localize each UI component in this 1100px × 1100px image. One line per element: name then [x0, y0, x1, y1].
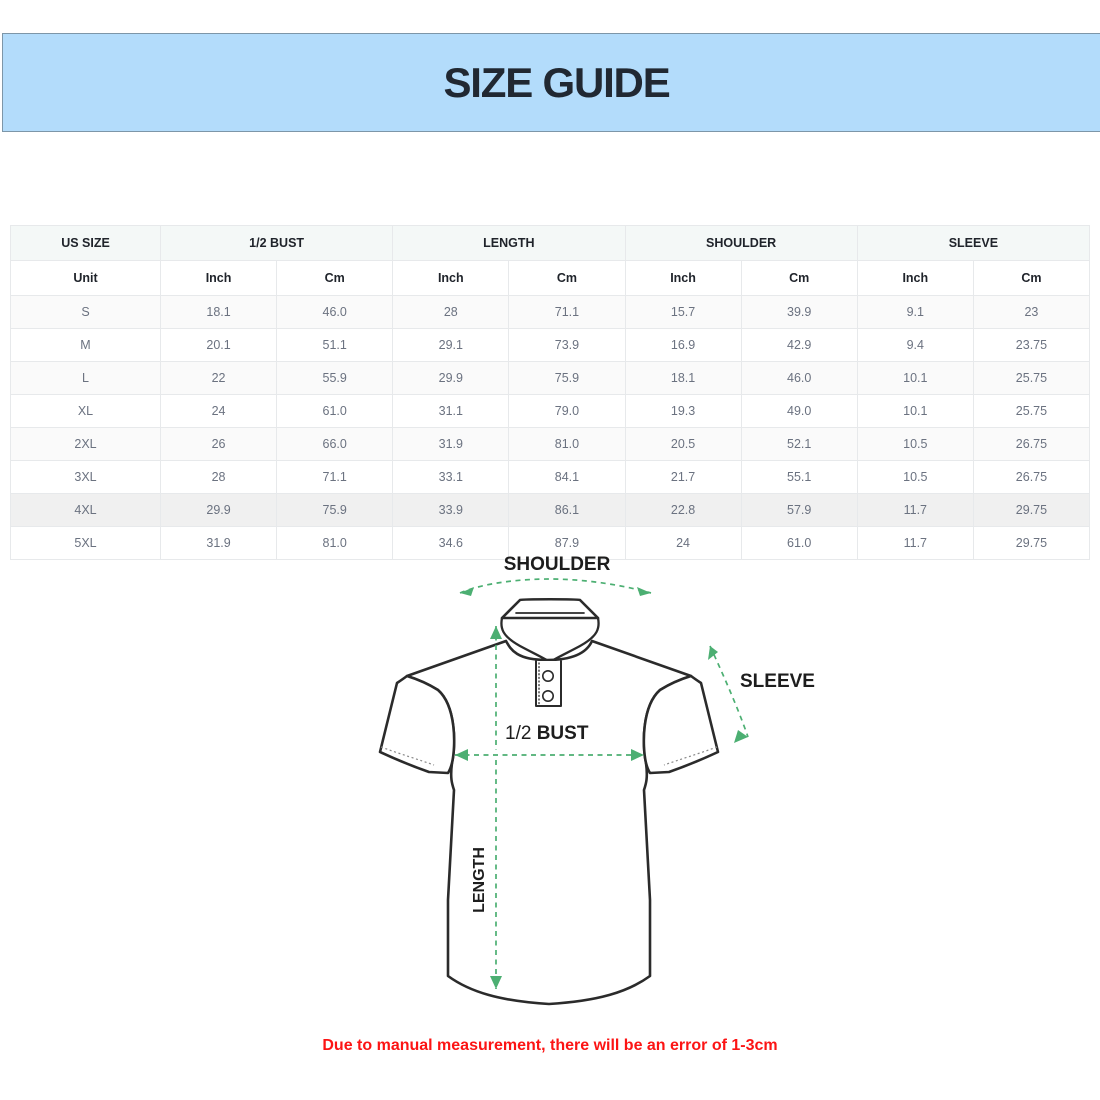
svg-text:SLEEVE: SLEEVE	[740, 671, 815, 692]
svg-text:LENGTH: LENGTH	[471, 847, 488, 913]
svg-text:SHOULDER: SHOULDER	[504, 554, 611, 575]
svg-text:1/2 BUST: 1/2 BUST	[505, 723, 589, 744]
